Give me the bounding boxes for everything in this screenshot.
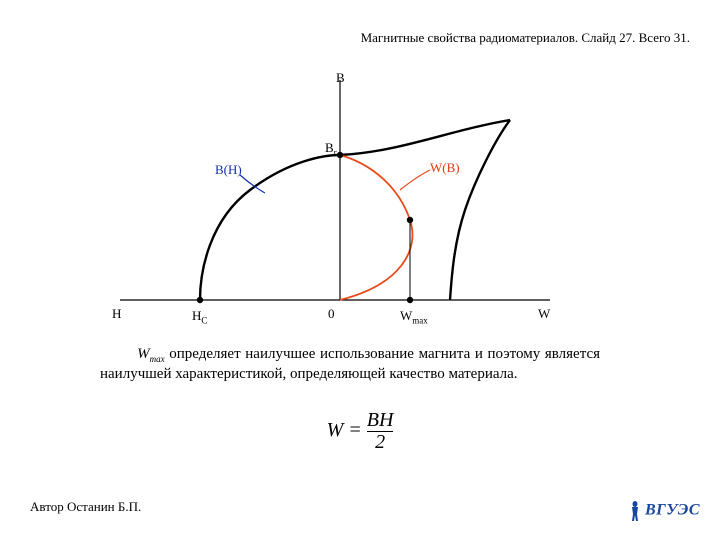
point-hc xyxy=(197,297,203,303)
slide-header: Магнитные свойства радиоматериалов. Слай… xyxy=(361,30,690,46)
label-wmax: Wmax xyxy=(400,308,428,326)
label-b-axis: B xyxy=(336,70,345,86)
point-br xyxy=(337,152,343,158)
label-origin: 0 xyxy=(328,306,335,322)
formula-fraction: BH2 xyxy=(367,410,394,453)
logo-text: ВГУЭС xyxy=(645,502,700,519)
label-w-axis: W xyxy=(538,306,550,322)
label-br: Br xyxy=(325,140,337,158)
curve-w-of-b xyxy=(340,155,412,300)
slide-header-text: Магнитные свойства радиоматериалов. Слай… xyxy=(361,30,690,45)
curve-b-of-h xyxy=(200,120,510,300)
point-wmax-curve xyxy=(407,217,413,223)
label-b-of-h: B(H) xyxy=(215,162,242,178)
chart-svg xyxy=(100,70,560,330)
pointer-bh xyxy=(240,175,265,193)
wmax-symbol: Wmax xyxy=(137,346,165,362)
curve-right-branch xyxy=(450,120,510,300)
formula-denominator: 2 xyxy=(367,431,394,453)
formula-eq: = xyxy=(343,419,367,441)
label-h-axis: H xyxy=(112,306,121,322)
energy-formula: W = BH2 xyxy=(0,410,720,453)
description-text: определяет наилучшее использование магни… xyxy=(100,346,600,382)
description-paragraph: Wmax определяет наилучшее использование … xyxy=(100,345,600,384)
formula-numerator: BH xyxy=(367,410,394,431)
label-w-of-b: W(B) xyxy=(430,160,460,176)
label-hc: HC xyxy=(192,308,207,326)
university-logo: ВГУЭС xyxy=(628,500,700,522)
logo-figure-icon xyxy=(628,500,642,522)
point-wmax-axis xyxy=(407,297,413,303)
formula-lhs: W xyxy=(327,419,344,441)
author-line: Автор Останин Б.П. xyxy=(30,499,141,515)
magnetic-chart: B Br 0 H HC W Wmax B(H) W(B) xyxy=(100,70,560,330)
pointer-wb xyxy=(400,170,430,190)
